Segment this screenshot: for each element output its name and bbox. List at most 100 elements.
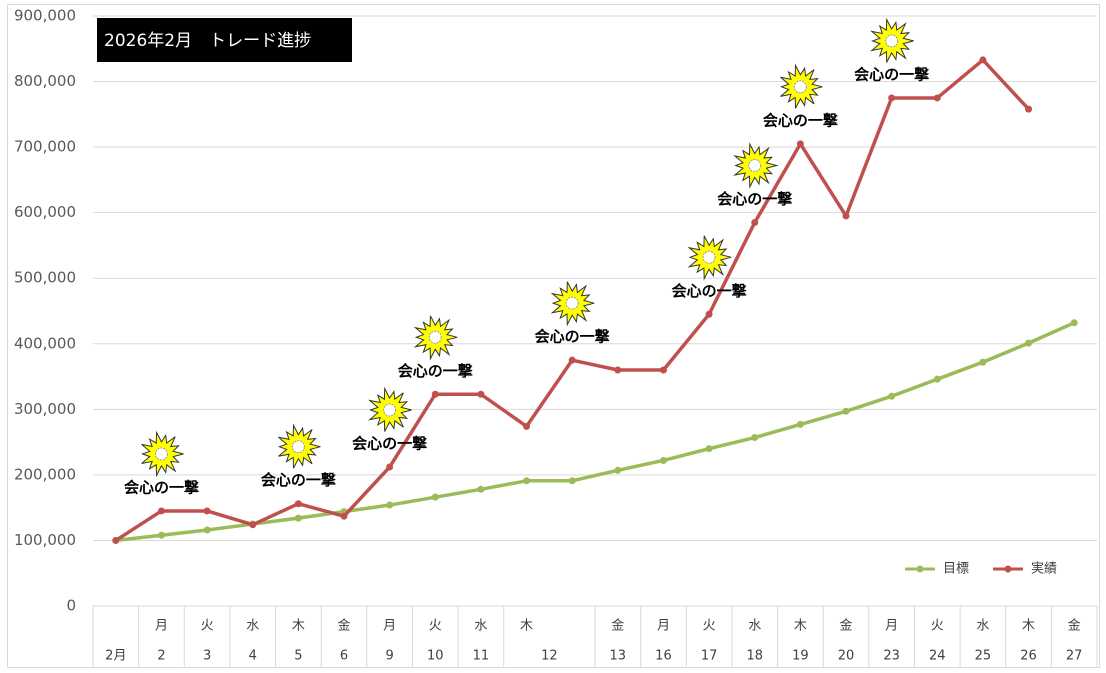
x-tick-label: 10 [427, 649, 444, 664]
y-tick-label: 300,000 [14, 400, 76, 418]
starburst-center [154, 447, 168, 461]
x-tick-label: 17 [701, 649, 718, 664]
starburst-center [793, 80, 807, 94]
y-tick-label: 700,000 [14, 138, 76, 156]
legend-label: 実績 [1031, 561, 1057, 577]
data-point [842, 407, 850, 415]
data-point [203, 526, 211, 534]
x-weekday-label: 水 [976, 619, 989, 634]
data-point [203, 507, 211, 515]
data-point [614, 466, 622, 474]
data-point [614, 366, 622, 374]
data-point [1025, 105, 1033, 113]
x-tick-label: 16 [655, 649, 672, 664]
x-weekday-label: 火 [429, 619, 442, 634]
x-tick-label: 13 [610, 649, 627, 664]
x-weekday-label: 月 [155, 619, 168, 634]
data-point [979, 56, 987, 64]
x-weekday-label: 金 [337, 618, 350, 634]
x-tick-label: 23 [883, 649, 900, 664]
data-point [705, 310, 713, 318]
annotation: 会心の一撃 [398, 362, 473, 380]
data-point [249, 521, 257, 529]
data-point [842, 212, 850, 220]
x-tick-label: 26 [1020, 649, 1037, 664]
annotation: 会心の一撃 [854, 65, 929, 83]
y-tick-label: 0 [66, 597, 76, 615]
x-weekday-label: 木 [520, 619, 533, 634]
data-point [477, 485, 485, 493]
x-tick-label: 3 [203, 649, 211, 664]
data-point [112, 536, 120, 544]
y-tick-label: 500,000 [14, 269, 76, 287]
x-weekday-label: 月 [885, 619, 898, 634]
x-tick-label: 11 [473, 649, 490, 664]
data-point [431, 390, 439, 398]
data-point [796, 140, 804, 148]
x-tick-label: 20 [838, 649, 855, 664]
x-weekday-label: 木 [1022, 619, 1035, 634]
data-point [523, 477, 531, 485]
data-point [294, 514, 302, 522]
data-point [979, 358, 987, 366]
y-tick-label: 800,000 [14, 72, 76, 90]
annotation: 会心の一撃 [352, 435, 427, 453]
annotation: 会心の一撃 [763, 111, 838, 129]
data-point [568, 477, 576, 485]
x-tick-label: 2月 [105, 649, 126, 664]
data-point [386, 501, 394, 509]
x-tick-label: 4 [249, 649, 257, 664]
data-point [933, 375, 941, 383]
data-point [523, 422, 531, 430]
legend-marker [916, 565, 924, 573]
x-weekday-label: 木 [794, 619, 807, 634]
y-tick-label: 600,000 [14, 203, 76, 221]
x-weekday-label: 水 [474, 619, 487, 634]
annotation: 会心の一撃 [672, 282, 747, 300]
data-point [751, 219, 759, 226]
x-weekday-label: 火 [201, 619, 214, 634]
annotation: 会心の一撃 [535, 328, 610, 346]
x-weekday-label: 月 [657, 619, 670, 634]
data-point [477, 390, 485, 398]
starburst-center [748, 159, 762, 172]
data-point [705, 445, 713, 453]
data-point [751, 434, 759, 442]
x-tick-label: 24 [929, 649, 946, 664]
chart-title: 2026年2月 トレード進捗 [104, 31, 311, 51]
data-point [157, 531, 165, 539]
starburst-center [885, 34, 899, 48]
data-point [933, 94, 941, 102]
x-weekday-label: 金 [1068, 618, 1081, 634]
data-point [157, 507, 165, 515]
x-weekday-label: 金 [611, 618, 624, 634]
x-tick-label: 19 [792, 649, 809, 664]
x-weekday-label: 火 [931, 619, 944, 634]
starburst-center [291, 440, 305, 454]
x-weekday-label: 水 [748, 619, 761, 634]
y-tick-label: 100,000 [14, 531, 76, 549]
data-point [659, 366, 667, 374]
data-point [1025, 339, 1033, 347]
x-tick-label: 25 [975, 649, 992, 664]
x-tick-label: 2 [157, 649, 165, 664]
x-weekday-label: 火 [703, 619, 716, 634]
annotation: 会心の一撃 [261, 471, 336, 489]
data-point [888, 94, 896, 102]
x-weekday-label: 水 [246, 619, 259, 634]
annotation: 会心の一撃 [124, 478, 199, 496]
data-point [659, 456, 667, 464]
data-point [796, 420, 804, 428]
data-point [431, 493, 439, 501]
y-tick-label: 400,000 [14, 334, 76, 352]
annotation: 会心の一撃 [717, 190, 792, 208]
x-tick-label: 12 [541, 649, 558, 664]
legend-marker [1004, 565, 1012, 573]
legend-label: 目標 [943, 562, 969, 577]
x-tick-label: 6 [340, 649, 348, 664]
y-tick-label: 900,000 [14, 7, 76, 25]
x-tick-label: 5 [294, 649, 302, 664]
x-tick-label: 9 [385, 649, 393, 664]
